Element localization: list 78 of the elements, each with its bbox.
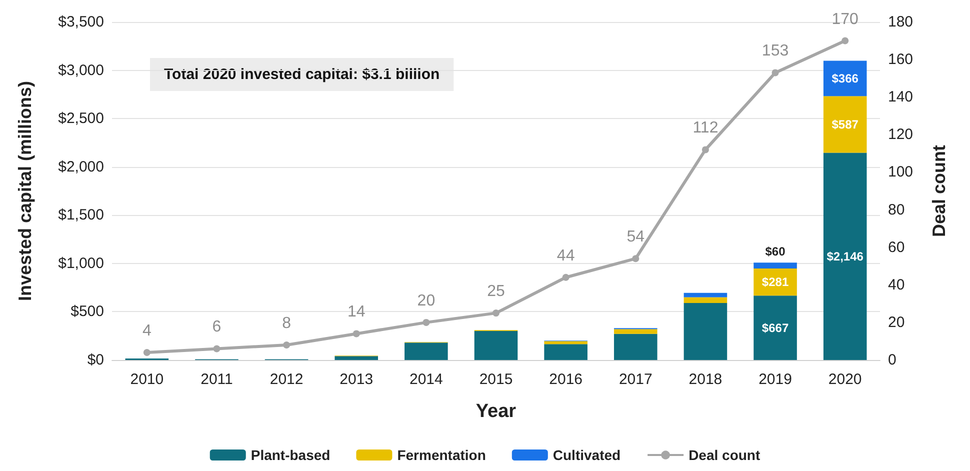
bar (684, 303, 728, 360)
point (772, 69, 779, 76)
y2-tick-label: 60 (888, 238, 905, 256)
data-label: 54 (626, 228, 645, 246)
point (632, 255, 640, 262)
data-label: 170 (832, 10, 859, 28)
bar (754, 262, 797, 268)
bar (754, 296, 797, 360)
bar (474, 331, 518, 360)
y2-tick-label: 160 (888, 51, 914, 68)
x-tick-label: 2014 (409, 371, 443, 388)
data-label: 4 (142, 322, 152, 340)
x-tick-label: 2011 (200, 371, 233, 388)
point (702, 146, 709, 154)
bar (334, 356, 378, 360)
bar (614, 334, 658, 360)
x-tick-label: 2016 (549, 371, 583, 388)
point (283, 341, 290, 348)
bar (684, 292, 728, 298)
data-label: $281 (762, 275, 789, 290)
data-label: 14 (347, 304, 366, 321)
bar (684, 297, 728, 304)
y-tick-label: $1,000 (58, 254, 104, 272)
bar (544, 344, 588, 360)
y-tick-label: $0 (87, 352, 104, 368)
legend-label: Deal count (688, 447, 760, 463)
bar (823, 96, 867, 153)
data-label: 20 (417, 292, 436, 310)
data-label: 44 (556, 247, 575, 264)
x-tick-label: 2015 (479, 371, 513, 388)
data-label: 153 (762, 42, 789, 60)
point (422, 318, 430, 326)
point (562, 274, 570, 281)
data-label: 112 (692, 120, 718, 137)
x-tick-label: 2020 (828, 371, 862, 388)
y2-tick-label: 80 (888, 201, 905, 218)
y-axis-title: Invested capital (millions) (15, 80, 35, 302)
bar (823, 152, 867, 360)
y2-tick-label: 20 (888, 314, 905, 331)
bar (614, 329, 658, 334)
x-tick-label: 2012 (270, 371, 304, 388)
y-tick-label: $1,500 (58, 206, 104, 224)
point (143, 348, 150, 356)
data-label: $587 (832, 117, 859, 132)
data-label: $667 (762, 320, 789, 335)
y2-tick-label: 120 (888, 126, 914, 144)
data-label: $60 (765, 244, 786, 259)
data-label: 25 (487, 283, 505, 300)
legend-label: Plant-based (250, 447, 330, 463)
y-tick-label: $2,500 (58, 110, 104, 128)
data-label: $2,146 (826, 249, 864, 264)
point (492, 310, 500, 317)
y-tick-label: $3,000 (58, 62, 104, 79)
y2-tick-label: 140 (888, 88, 914, 106)
point (842, 37, 849, 44)
y2-tick-label: 180 (888, 14, 914, 30)
x-tick-label: 2017 (618, 371, 652, 388)
legend-label: Fermentation (397, 447, 486, 463)
y-tick-label: $3,500 (58, 14, 104, 30)
bar (544, 341, 588, 344)
x-tick-label: 2010 (130, 371, 164, 388)
data-label: $366 (832, 71, 859, 86)
y-tick-label: $500 (70, 303, 104, 320)
data-label: 6 (212, 318, 222, 336)
bar (404, 342, 448, 360)
point (352, 330, 360, 338)
y2-axis-title: Deal count (929, 144, 949, 238)
y2-tick-label: 100 (888, 164, 914, 181)
y2-tick-label: 40 (888, 276, 905, 294)
x-tick-label: 2019 (758, 371, 792, 388)
legend-label: Cultivated (552, 447, 621, 463)
x-axis-title: Year (476, 401, 517, 422)
point (213, 345, 220, 352)
data-label: 8 (282, 314, 292, 332)
y-tick-label: $2,000 (58, 158, 104, 176)
x-tick-label: 2013 (340, 371, 374, 388)
y2-tick-label: 0 (888, 352, 896, 368)
x-tick-label: 2018 (688, 371, 722, 388)
